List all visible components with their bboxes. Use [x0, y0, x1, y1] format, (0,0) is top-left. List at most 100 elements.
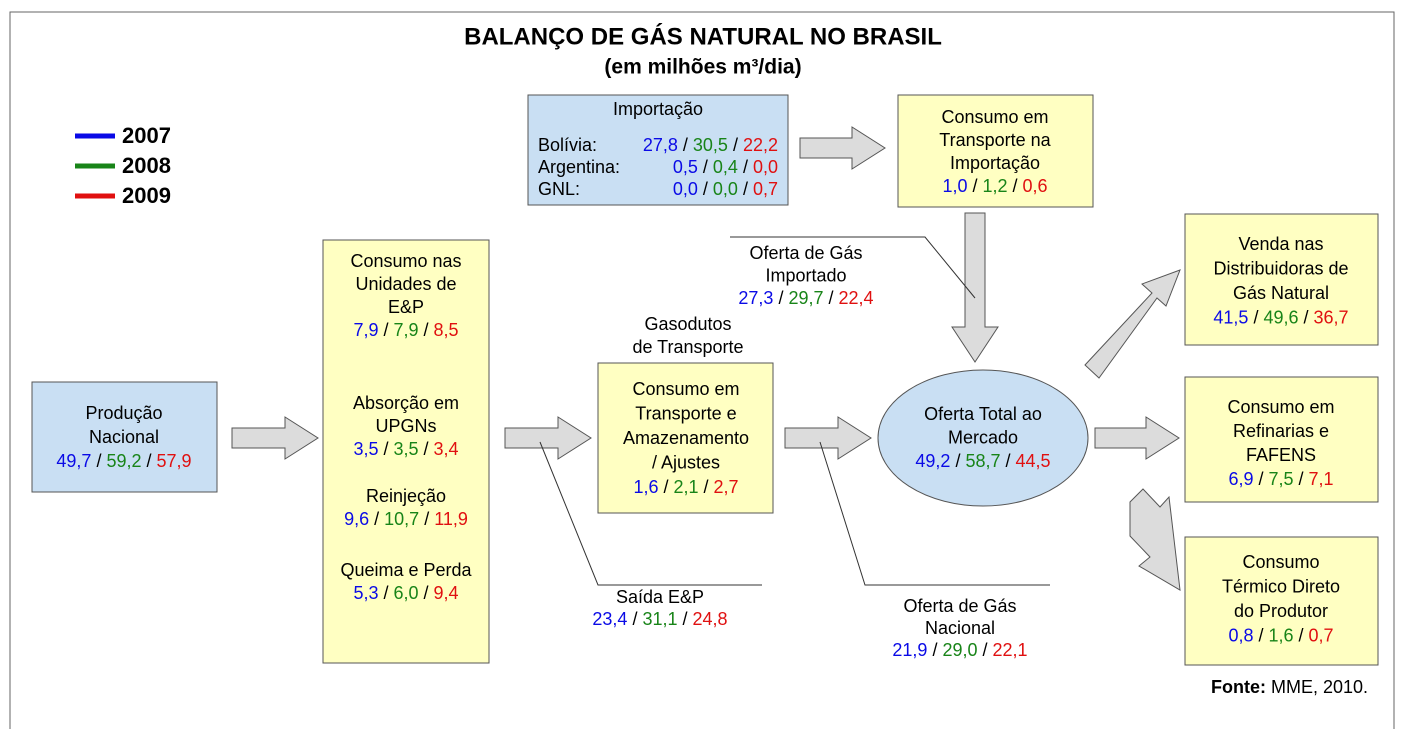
value: 11,9 — [434, 509, 468, 529]
value: 49,7 — [56, 451, 91, 471]
separator: / — [733, 135, 738, 155]
value: 24,8 — [693, 609, 728, 629]
label: Gasodutos — [644, 314, 731, 334]
label: Transporte e — [635, 403, 736, 423]
separator: / — [424, 320, 429, 340]
label: Mercado — [948, 427, 1018, 447]
label: Importação — [950, 153, 1040, 173]
label: Oferta de Gás — [903, 596, 1016, 616]
separator: / — [955, 451, 960, 471]
value: 6,9 — [1228, 469, 1253, 489]
label: Oferta Total ao — [924, 404, 1042, 424]
value-group: 0,0/0,0/0,7 — [673, 179, 778, 199]
production-box — [31, 381, 218, 493]
separator: / — [96, 451, 101, 471]
value: 29,0 — [942, 640, 977, 660]
separator: / — [424, 583, 429, 603]
value: 7,5 — [1268, 469, 1293, 489]
value: 5,3 — [353, 583, 378, 603]
label: Consumo — [1242, 552, 1319, 572]
source-text: MME, 2010. — [1271, 677, 1368, 697]
value: 30,5 — [693, 135, 728, 155]
value: 22,1 — [993, 640, 1028, 660]
value-group: 9,6/10,7/11,9 — [344, 509, 468, 529]
separator: / — [743, 179, 748, 199]
value: 36,7 — [1314, 307, 1349, 327]
value: 1,2 — [982, 176, 1007, 196]
value: 0,4 — [713, 157, 738, 177]
source: Fonte: MME, 2010. — [1211, 677, 1368, 697]
row-label: Bolívia: — [538, 135, 597, 155]
separator: / — [704, 477, 709, 497]
value-group: 27,3/29,7/22,4 — [738, 288, 873, 308]
transport-box — [597, 362, 774, 514]
label: Reinjeção — [366, 486, 446, 506]
label: Importação — [613, 99, 703, 119]
label: Refinarias e — [1233, 421, 1329, 441]
separator: / — [147, 451, 152, 471]
separator: / — [1013, 176, 1018, 196]
label: / Ajustes — [652, 452, 720, 472]
value-group: 3,5/3,5/3,4 — [353, 439, 458, 459]
market-ellipse — [877, 369, 1089, 507]
separator: / — [424, 509, 429, 529]
value: 31,1 — [642, 609, 677, 629]
value-group: 6,9/7,5/7,1 — [1228, 469, 1333, 489]
value-group: 23,4/31,1/24,8 — [592, 609, 727, 629]
value: 9,4 — [434, 583, 459, 603]
value: 23,4 — [592, 609, 627, 629]
value: 0,0 — [673, 179, 698, 199]
separator: / — [383, 583, 388, 603]
value: 44,5 — [1016, 451, 1051, 471]
value: 7,9 — [393, 320, 418, 340]
callout-line — [539, 441, 762, 586]
value-group: 0,8/1,6/0,7 — [1228, 625, 1333, 645]
arrow — [231, 416, 319, 460]
value-group: 1,6/2,1/2,7 — [633, 477, 738, 497]
row-label: Argentina: — [538, 157, 620, 177]
separator: / — [632, 609, 637, 629]
legend-label: 2008 — [122, 153, 171, 178]
separator: / — [683, 609, 688, 629]
import-consumption-box — [897, 94, 1094, 208]
value: 22,4 — [839, 288, 874, 308]
separator: / — [1253, 307, 1258, 327]
value: 22,2 — [743, 135, 778, 155]
value: 0,7 — [1309, 625, 1334, 645]
value: 27,3 — [738, 288, 773, 308]
label: Nacional — [925, 618, 995, 638]
value: 0,6 — [1023, 176, 1048, 196]
thermal-box — [1184, 536, 1379, 666]
value: 21,9 — [892, 640, 927, 660]
value: 0,0 — [713, 179, 738, 199]
value: 2,7 — [714, 477, 739, 497]
arrow — [1094, 416, 1180, 460]
label: Venda nas — [1238, 234, 1323, 254]
value-group: 49,2/58,7/44,5 — [915, 451, 1050, 471]
value: 0,7 — [753, 179, 778, 199]
label: Térmico Direto — [1222, 576, 1340, 596]
arrow — [1129, 488, 1181, 591]
value: 7,9 — [353, 320, 378, 340]
frame — [9, 11, 1395, 729]
separator: / — [829, 288, 834, 308]
callout-line — [819, 441, 1050, 586]
separator: / — [424, 439, 429, 459]
value: 58,7 — [965, 451, 1000, 471]
value: 6,0 — [393, 583, 418, 603]
label: E&P — [388, 297, 424, 317]
label: Consumo nas — [350, 251, 461, 271]
value-group: 5,3/6,0/9,4 — [353, 583, 458, 603]
value: 1,0 — [942, 176, 967, 196]
separator: / — [1006, 451, 1011, 471]
distribution-box — [1184, 213, 1379, 346]
label: Amazenamento — [623, 428, 749, 448]
value-group: 7,9/7,9/8,5 — [353, 320, 458, 340]
value: 1,6 — [633, 477, 658, 497]
label: Queima e Perda — [340, 560, 472, 580]
value-group: 27,8/30,5/22,2 — [643, 135, 778, 155]
value: 27,8 — [643, 135, 678, 155]
value: 3,5 — [353, 439, 378, 459]
separator: / — [683, 135, 688, 155]
